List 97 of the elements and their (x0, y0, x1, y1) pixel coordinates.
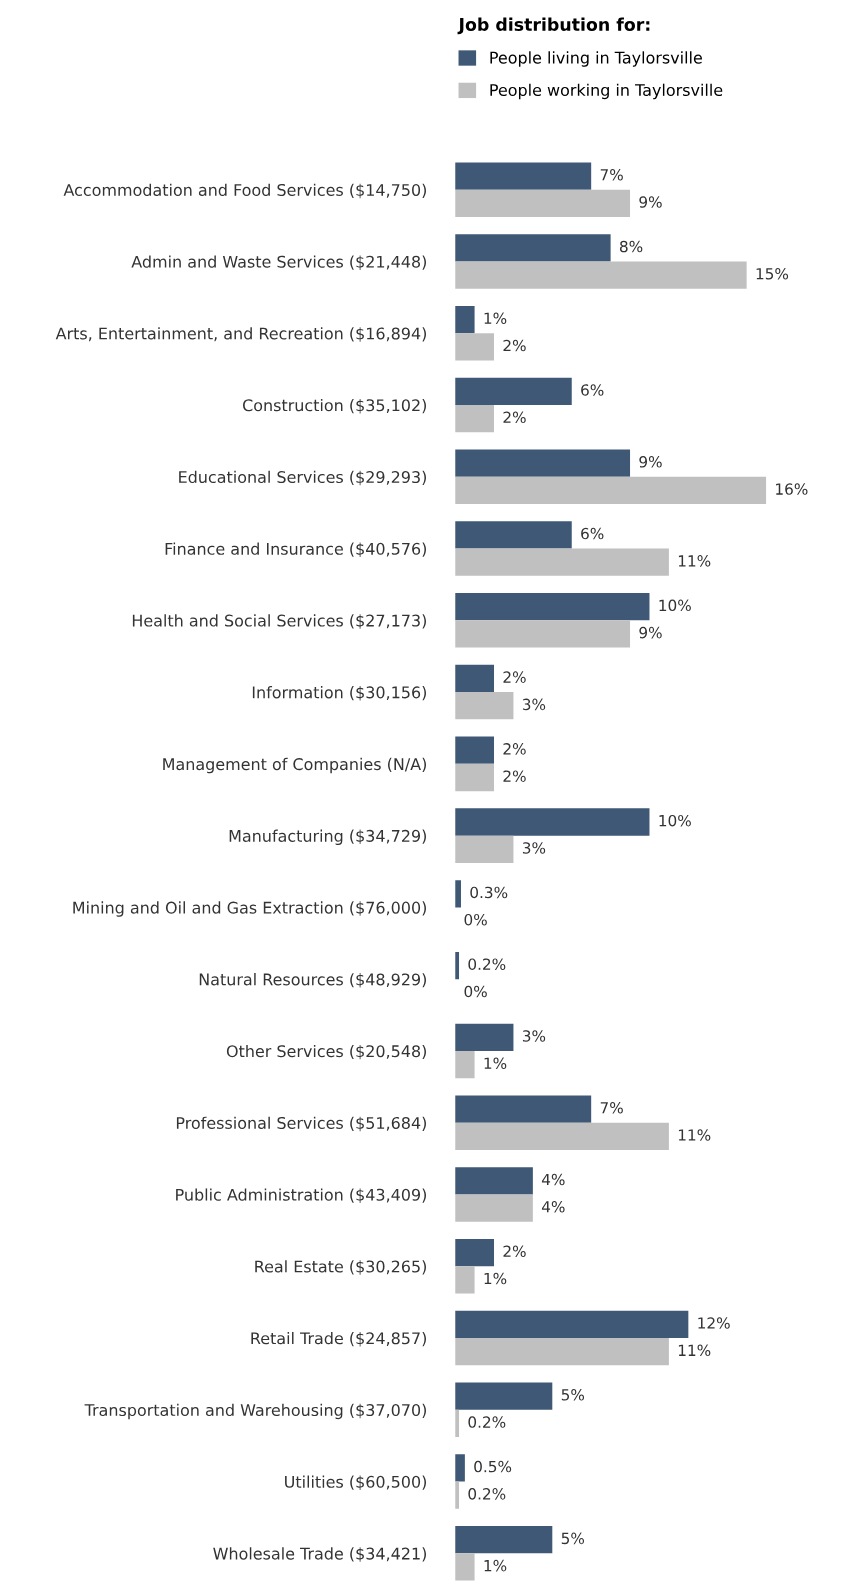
data-label: 0% (464, 913, 487, 926)
y-tick-label: Manufacturing ($34,729) (229, 829, 426, 846)
data-label: 1% (484, 312, 507, 325)
data-label: 6% (581, 384, 604, 396)
data-label: 0.2% (468, 958, 506, 970)
y-tick-label: Arts, Entertainment, and Recreation ($16,894) (55, 327, 426, 342)
data-label: 5% (561, 1389, 585, 1401)
y-tick-label: Management of Companies (N/A) (163, 757, 426, 774)
data-label: 3% (522, 698, 546, 711)
y-tick-label: Information ($30,156) (252, 686, 426, 701)
bar (455, 1023, 514, 1051)
bar (455, 333, 495, 361)
data-label: 10% (659, 814, 691, 827)
bar (455, 449, 631, 477)
bar (455, 593, 650, 621)
y-tick-label: Retail Trade ($24,857) (251, 1331, 426, 1347)
y-tick-label: Wholesale Trade ($34,421) (213, 1547, 426, 1562)
data-label: 3% (522, 1030, 546, 1042)
y-tick-label: Accommodation and Food Services ($14,750) (63, 183, 426, 199)
bar (455, 548, 669, 576)
data-label: 0.5% (474, 1460, 512, 1473)
bar (455, 1095, 592, 1123)
bar (455, 305, 475, 334)
data-label: 2% (503, 671, 526, 683)
data-label: 1% (484, 1559, 507, 1572)
data-label: 2% (503, 770, 526, 782)
data-label: 1% (484, 1057, 507, 1070)
data-label: 0.3% (470, 886, 508, 899)
data-label: 2% (503, 411, 526, 424)
bar (455, 763, 495, 792)
data-label: 11% (678, 555, 711, 567)
data-label: 7% (600, 1101, 623, 1114)
data-label: 0.2% (468, 1416, 506, 1428)
bar (455, 1338, 669, 1366)
bar (455, 620, 631, 648)
bar (455, 1526, 553, 1554)
bar (455, 1553, 475, 1581)
bar (455, 1266, 475, 1294)
data-label: 4% (541, 1173, 565, 1186)
y-tick-label: Transportation and Warehousing ($37,070) (84, 1403, 426, 1420)
bar (455, 189, 631, 217)
bar (455, 405, 495, 433)
data-label: 5% (561, 1532, 585, 1545)
y-tick-label: Finance and Insurance ($40,576) (165, 542, 426, 557)
y-tick-label: Professional Services ($51,684) (176, 1116, 426, 1132)
y-tick-label: Health and Social Services ($27,173) (132, 614, 426, 629)
bar (455, 808, 650, 836)
data-label: 7% (600, 168, 623, 181)
bar (455, 1167, 533, 1195)
bar (455, 476, 767, 505)
data-label: 1% (484, 1272, 507, 1285)
bar (455, 1050, 475, 1079)
y-tick-label: Mining and Oil and Gas Extraction ($76,000) (73, 901, 426, 917)
data-label: 11% (678, 1344, 711, 1357)
bar (455, 377, 572, 406)
bar (455, 234, 611, 262)
data-label: 3% (522, 842, 546, 854)
bar (455, 664, 495, 693)
data-label: 8% (619, 240, 643, 253)
data-label: 11% (678, 1129, 711, 1141)
data-label: 9% (639, 456, 662, 468)
data-label: 10% (659, 599, 691, 612)
bar (455, 162, 592, 190)
legend-title: Job distribution for: (457, 17, 650, 35)
y-tick-label: Public Administration ($43,409) (176, 1188, 426, 1203)
data-label: 2% (503, 339, 526, 352)
y-tick-label: Utilities ($60,500) (285, 1475, 426, 1490)
y-tick-label: Other Services ($20,548) (226, 1044, 426, 1060)
data-label: 6% (581, 527, 604, 540)
data-label: 2% (503, 1245, 526, 1258)
bar (455, 692, 514, 720)
bar (455, 1238, 495, 1267)
legend-label: People living in Taylorsville (490, 51, 702, 67)
bar (455, 1382, 553, 1410)
y-tick-label: Construction ($35,102) (242, 398, 426, 414)
data-label: 4% (541, 1201, 565, 1213)
y-tick-label: Admin and Waste Services ($21,448) (131, 255, 426, 270)
bar (455, 1194, 533, 1222)
data-label: 16% (776, 483, 808, 495)
bar (455, 1122, 669, 1150)
y-tick-label: Educational Services ($29,293) (179, 470, 426, 486)
data-label: 0% (464, 985, 487, 998)
bar (455, 261, 747, 289)
data-label: 9% (639, 196, 662, 208)
legend-label: People working in Taylorsville (490, 83, 723, 100)
bar (455, 1454, 465, 1482)
bar (455, 835, 514, 863)
data-label: 12% (698, 1317, 730, 1329)
data-label: 9% (639, 626, 662, 639)
bar (455, 521, 572, 549)
y-tick-label: Natural Resources ($48,929) (199, 973, 426, 988)
y-tick-label: Real Estate ($30,265) (255, 1260, 426, 1275)
data-label: 0.2% (468, 1488, 506, 1500)
data-label: 15% (756, 267, 789, 280)
bar (455, 1310, 689, 1339)
data-label: 2% (503, 743, 526, 755)
bar (455, 736, 495, 764)
